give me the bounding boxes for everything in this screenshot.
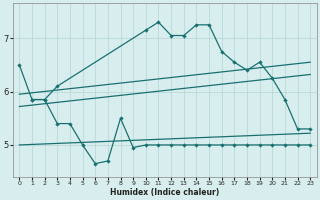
X-axis label: Humidex (Indice chaleur): Humidex (Indice chaleur) (110, 188, 220, 197)
